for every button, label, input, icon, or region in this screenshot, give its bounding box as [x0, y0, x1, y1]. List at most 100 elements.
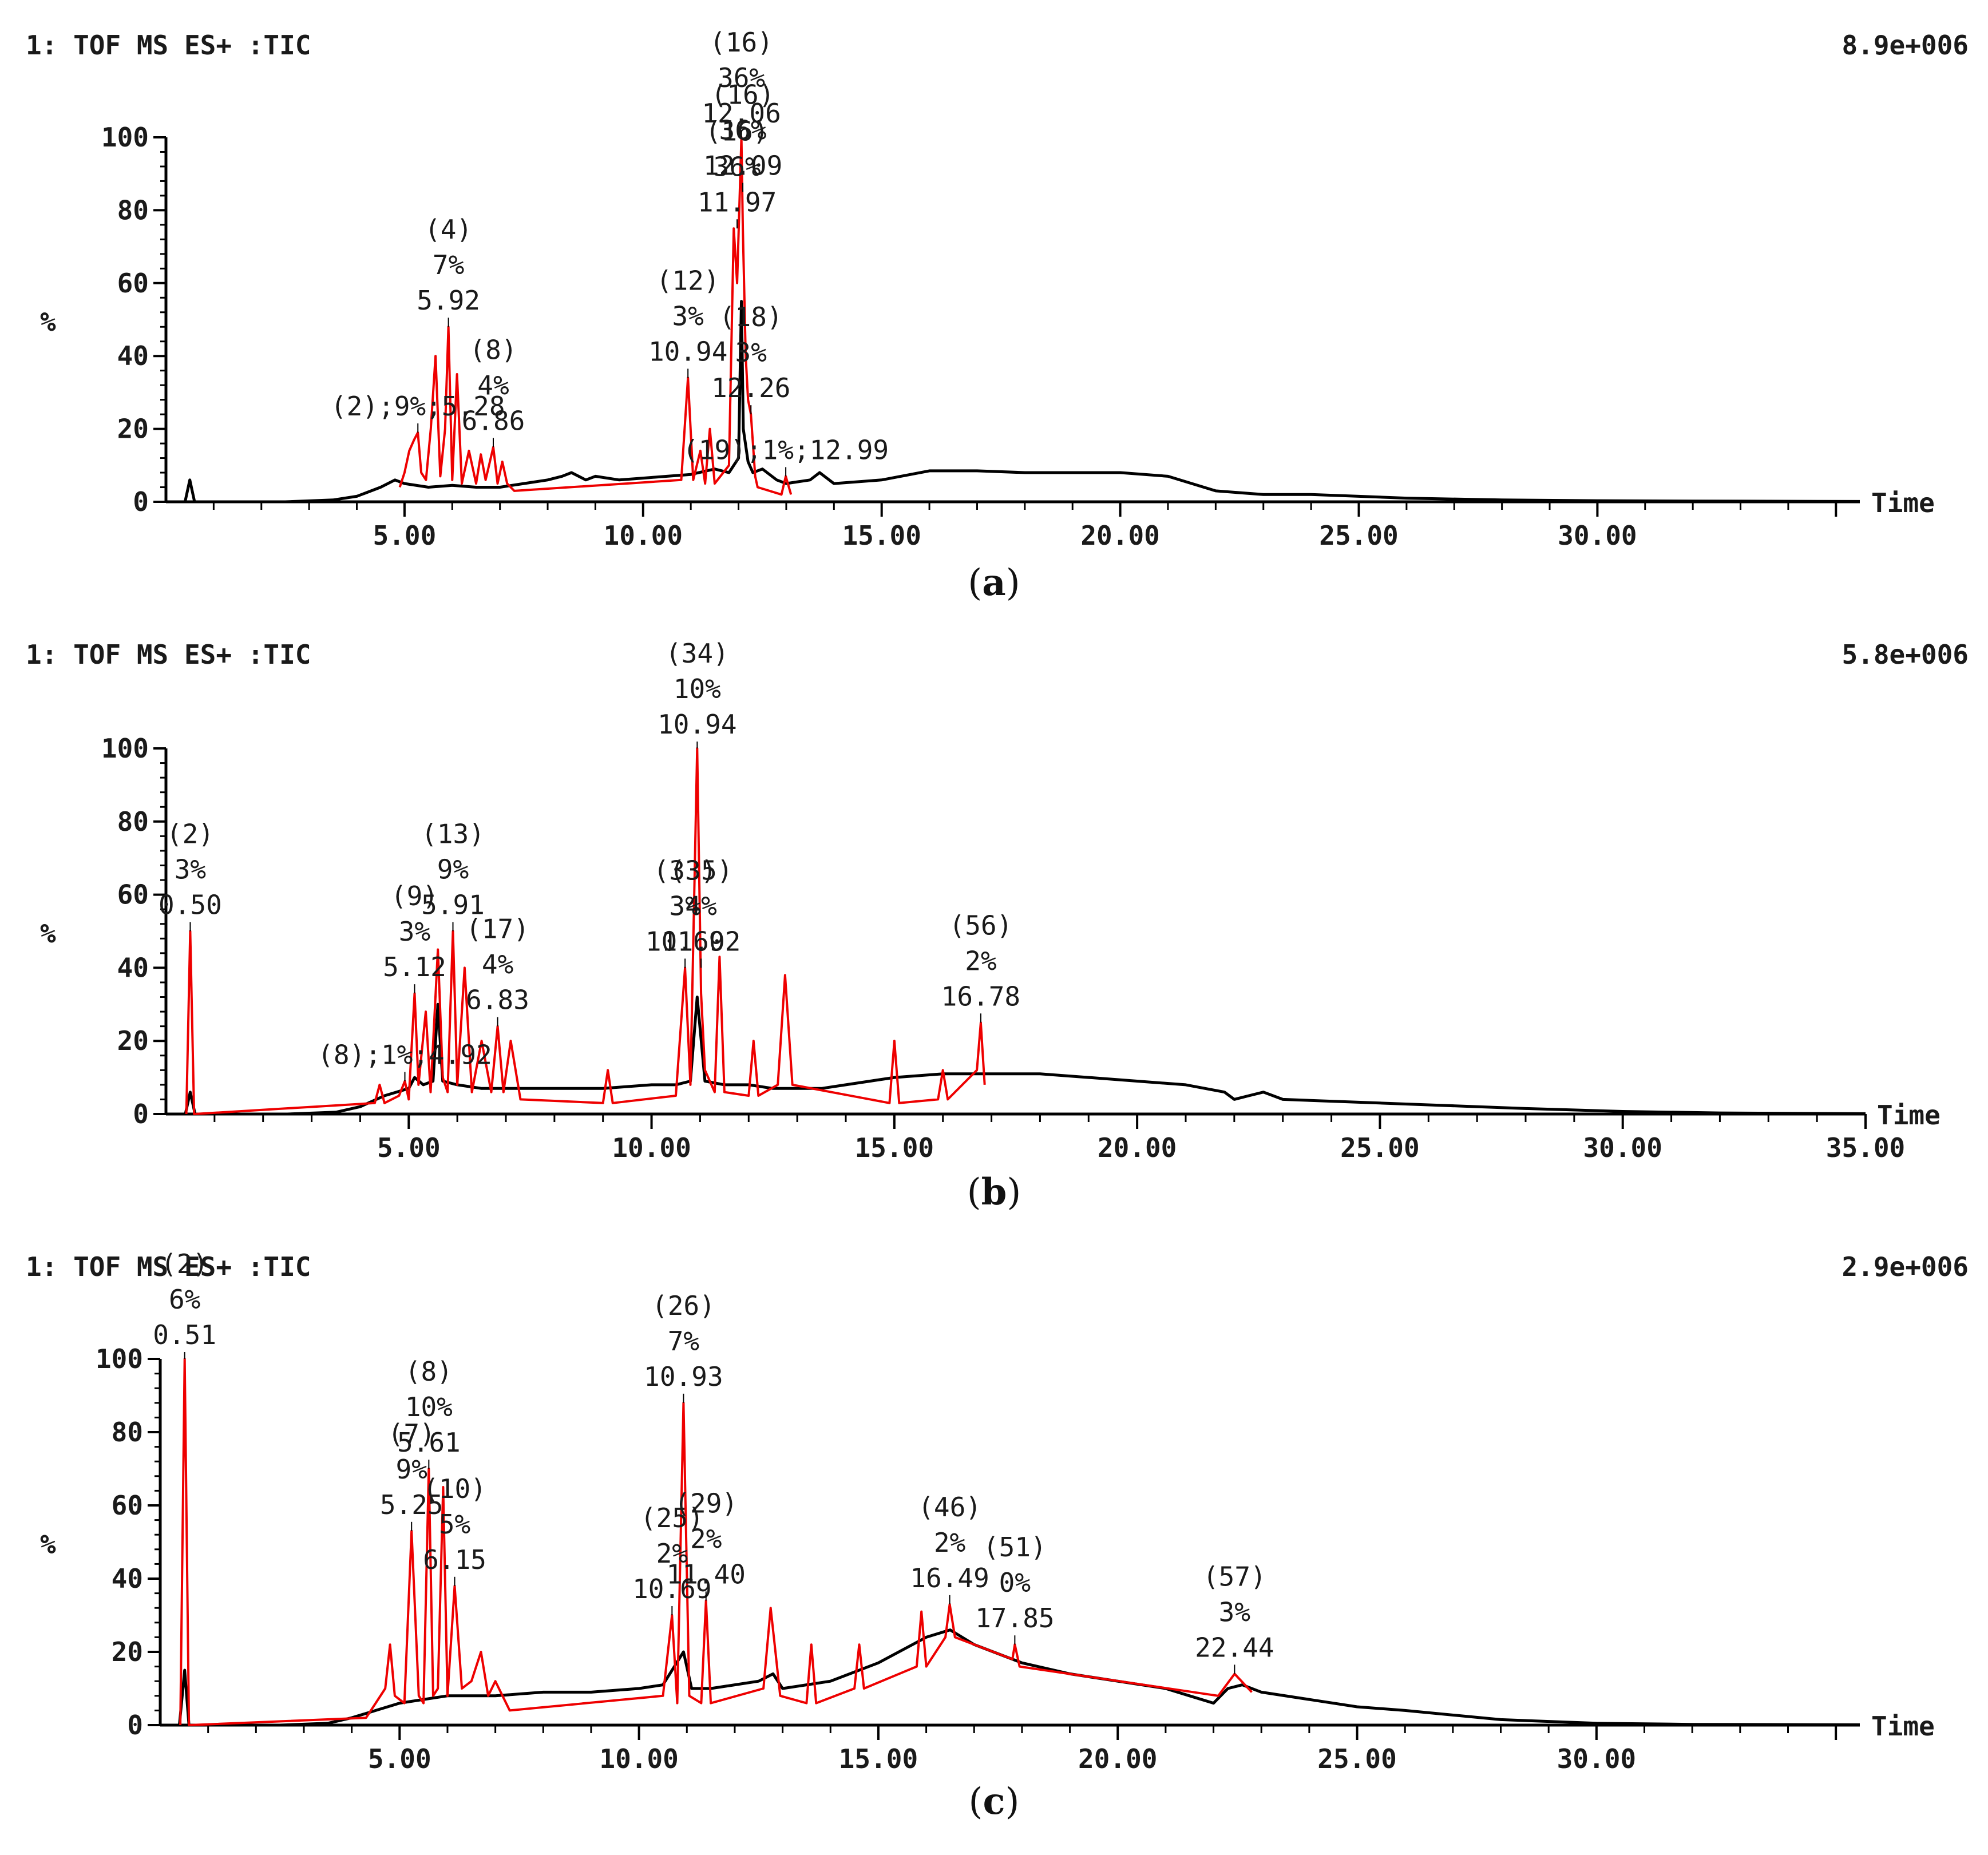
annotation-text: 5.12 — [383, 952, 446, 982]
annotation-text: 2% — [934, 1527, 965, 1558]
annotation-text: (2);9%;5.28 — [331, 391, 505, 422]
panel-caption: (b) — [967, 1171, 1021, 1214]
annotation-text: 7% — [433, 249, 464, 280]
annotation-text: 3% — [669, 890, 700, 921]
annotation-text: (33) — [654, 855, 717, 886]
y-tick-label: 20 — [117, 1025, 149, 1056]
caption-letter: b — [981, 1171, 1007, 1214]
x-tick-label: 20.00 — [1098, 1132, 1177, 1163]
x-tick-label: 10.00 — [612, 1132, 691, 1163]
x-tick-label: 5.00 — [377, 1132, 441, 1163]
y-tick-label: 100 — [101, 733, 149, 764]
peak-annotation: (18) 3% 12.26 — [711, 302, 790, 415]
annotation-text: 12.26 — [711, 372, 790, 403]
annotation-text: (18) — [719, 302, 783, 332]
peak-annotation: (10) 5% 6.15 — [423, 1473, 486, 1586]
panel-header-scale: 8.9e+006 — [1842, 30, 1969, 61]
caption-paren-open: ( — [969, 1781, 983, 1823]
annotation-text: 0.51 — [153, 1319, 216, 1350]
x-axis-label: Time — [1871, 1711, 1935, 1742]
x-tick-label: 25.00 — [1340, 1132, 1419, 1163]
peak-annotation: (8) 10% 5.61 — [397, 1356, 461, 1469]
y-tick-label: 40 — [117, 952, 149, 983]
panel-header-scale: 5.8e+006 — [1842, 639, 1969, 670]
annotation-text: (2) — [161, 1248, 208, 1279]
annotation-text: 3% — [672, 300, 703, 331]
annotation-text: 4% — [685, 890, 716, 921]
panel-caption: (c) — [969, 1780, 1020, 1823]
y-tick-label: 60 — [117, 268, 149, 299]
peak-annotation: (8) 4% 6.86 — [462, 334, 525, 447]
chart-panel-b: 1: TOF MS ES+ :TIC 5.8e+006% 0 20 40 60 80 100 5… — [26, 638, 1969, 1214]
panel-caption: (a) — [968, 561, 1020, 604]
x-tick-label: 35.00 — [1826, 1132, 1905, 1163]
x-tick-label: 25.00 — [1319, 520, 1398, 551]
peak-annotation: (9) 3% 5.12 — [383, 881, 446, 994]
annotation-text: (16) — [710, 27, 773, 58]
annotation-text: 6% — [169, 1284, 200, 1315]
annotation-text: (29) — [674, 1488, 738, 1519]
panel-header-title: 1: TOF MS ES+ :TIC — [26, 639, 311, 670]
annotation-text: 0.50 — [159, 890, 222, 921]
panel-header-scale: 2.9e+006 — [1842, 1251, 1969, 1282]
peak-annotation: (7) 9% 5.25 — [380, 1418, 443, 1531]
y-tick-label: 40 — [112, 1563, 143, 1594]
x-axis-label: Time — [1877, 1100, 1941, 1131]
annotation-text: (9) — [391, 881, 438, 911]
y-tick-label: 80 — [117, 195, 149, 225]
annotation-text: (10) — [423, 1473, 486, 1504]
peak-annotation: (19);1%;12.99 — [683, 434, 889, 477]
annotation-text: (16) — [711, 80, 775, 110]
annotation-text: (8) — [469, 334, 517, 365]
peak-annotation: (17) 4% 6.83 — [466, 914, 529, 1026]
peak-annotation: (16)36% 11.97 — [698, 116, 777, 229]
peak-annotation: (35) 4% 11.02 — [662, 855, 740, 968]
caption-paren-close: ) — [1007, 1171, 1021, 1214]
annotation-text: (56) — [949, 910, 1013, 941]
panel-header-title: 1: TOF MS ES+ :TIC — [26, 1251, 311, 1282]
x-tick-label: 10.00 — [599, 1743, 678, 1774]
annotation-text: (26) — [652, 1290, 715, 1321]
y-tick-label: 20 — [117, 414, 149, 445]
caption-letter: a — [982, 561, 1005, 604]
annotation-text: 11.97 — [698, 187, 777, 217]
peak-annotation: (51) 0% 17.85 — [975, 1532, 1055, 1645]
x-tick-label: 20.00 — [1080, 520, 1159, 551]
annotation-text: (19);1%;12.99 — [683, 434, 889, 465]
peak-annotation: (26) 7% 10.93 — [644, 1290, 723, 1403]
annotation-text: 11.02 — [662, 926, 740, 957]
annotation-text: (12) — [656, 265, 720, 296]
peak-annotation: (4) 7% 5.92 — [417, 214, 480, 327]
annotation-text: 5.61 — [397, 1427, 461, 1458]
annotation-text: (16) — [706, 116, 769, 146]
annotation-text: 6.83 — [466, 985, 529, 1016]
caption-paren-open: ( — [968, 562, 982, 604]
annotation-text: 10% — [674, 673, 721, 704]
y-axis-label: % — [40, 918, 56, 949]
peak-trace-red — [179, 1358, 1253, 1726]
annotation-text: (34) — [666, 638, 729, 669]
annotation-text: 3% — [1219, 1596, 1250, 1627]
annotation-text: 5.92 — [417, 285, 480, 316]
x-tick-label: 5.00 — [373, 520, 437, 551]
annotation-text: 36% — [719, 115, 767, 146]
annotation-text: 3% — [399, 916, 430, 947]
annotation-text: (8);1%;4.92 — [318, 1039, 492, 1070]
annotation-text: 36% — [718, 62, 765, 93]
annotation-text: (4) — [425, 214, 472, 245]
x-tick-label: 25.00 — [1317, 1743, 1396, 1774]
x-tick-label: 15.00 — [842, 520, 921, 551]
annotation-text: 5.25 — [380, 1489, 443, 1520]
annotation-text: (8) — [405, 1356, 453, 1387]
y-tick-label: 0 — [133, 1099, 149, 1129]
peak-annotation: (33) 3% 10.69 — [645, 855, 724, 968]
y-tick-label: 100 — [96, 1343, 143, 1374]
peak-annotation: (29) 2% 11.40 — [667, 1488, 746, 1601]
annotation-text: 10.94 — [648, 336, 727, 367]
peak-annotation: (16)36%12.06 — [702, 27, 781, 137]
caption-paren-close: ) — [1006, 562, 1020, 604]
peak-annotation: (57) 3% 22.44 — [1195, 1561, 1274, 1674]
y-tick-label: 20 — [112, 1636, 143, 1667]
annotation-text: (7) — [388, 1418, 435, 1449]
annotation-text: 10.69 — [632, 1573, 711, 1604]
